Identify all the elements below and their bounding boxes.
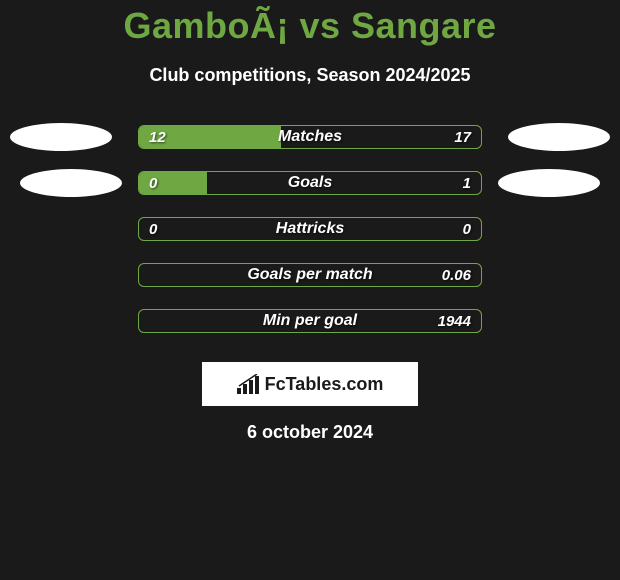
stat-left-value: 12 bbox=[149, 129, 166, 146]
stat-left-value: 0 bbox=[149, 175, 157, 192]
stat-row: Min per goal 1944 bbox=[0, 298, 620, 344]
stat-bar-content: Goals per match 0.06 bbox=[139, 264, 481, 286]
stat-bar-content: 12 Matches 17 bbox=[139, 126, 481, 148]
stat-bar-content: 0 Goals 1 bbox=[139, 172, 481, 194]
stat-bar: 0 Hattricks 0 bbox=[138, 217, 482, 241]
stat-label: Min per goal bbox=[263, 312, 357, 330]
logo-box[interactable]: FcTables.com bbox=[202, 362, 418, 406]
stat-row: 0 Hattricks 0 bbox=[0, 206, 620, 252]
stat-bar-content: 0 Hattricks 0 bbox=[139, 218, 481, 240]
stat-right-value: 0.06 bbox=[442, 267, 471, 284]
stat-bar-content: Min per goal 1944 bbox=[139, 310, 481, 332]
player-ellipse-right bbox=[508, 123, 610, 151]
logo-text: FcTables.com bbox=[265, 374, 384, 395]
stat-label: Matches bbox=[278, 128, 342, 146]
stat-bar: 0 Goals 1 bbox=[138, 171, 482, 195]
stat-bar: Min per goal 1944 bbox=[138, 309, 482, 333]
date-text: 6 october 2024 bbox=[0, 422, 620, 443]
subtitle: Club competitions, Season 2024/2025 bbox=[0, 65, 620, 86]
stats-container: 12 Matches 17 0 Goals 1 0 Hattricks 0 Goals per m… bbox=[0, 114, 620, 344]
player-ellipse-right bbox=[498, 169, 600, 197]
stat-bar: 12 Matches 17 bbox=[138, 125, 482, 149]
player-ellipse-left bbox=[20, 169, 122, 197]
stat-row: Goals per match 0.06 bbox=[0, 252, 620, 298]
stat-left-value: 0 bbox=[149, 221, 157, 238]
stat-label: Hattricks bbox=[276, 220, 344, 238]
page-title: GamboÃ¡ vs Sangare bbox=[0, 5, 620, 47]
player-ellipse-left bbox=[10, 123, 112, 151]
stat-right-value: 0 bbox=[463, 221, 471, 238]
stat-right-value: 17 bbox=[454, 129, 471, 146]
stat-right-value: 1944 bbox=[438, 313, 471, 330]
stat-label: Goals bbox=[288, 174, 332, 192]
stat-row: 0 Goals 1 bbox=[0, 160, 620, 206]
stat-label: Goals per match bbox=[247, 266, 372, 284]
chart-icon bbox=[237, 374, 261, 394]
stat-right-value: 1 bbox=[463, 175, 471, 192]
stat-row: 12 Matches 17 bbox=[0, 114, 620, 160]
stat-bar: Goals per match 0.06 bbox=[138, 263, 482, 287]
